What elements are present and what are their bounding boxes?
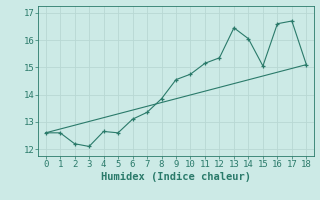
- X-axis label: Humidex (Indice chaleur): Humidex (Indice chaleur): [101, 172, 251, 182]
